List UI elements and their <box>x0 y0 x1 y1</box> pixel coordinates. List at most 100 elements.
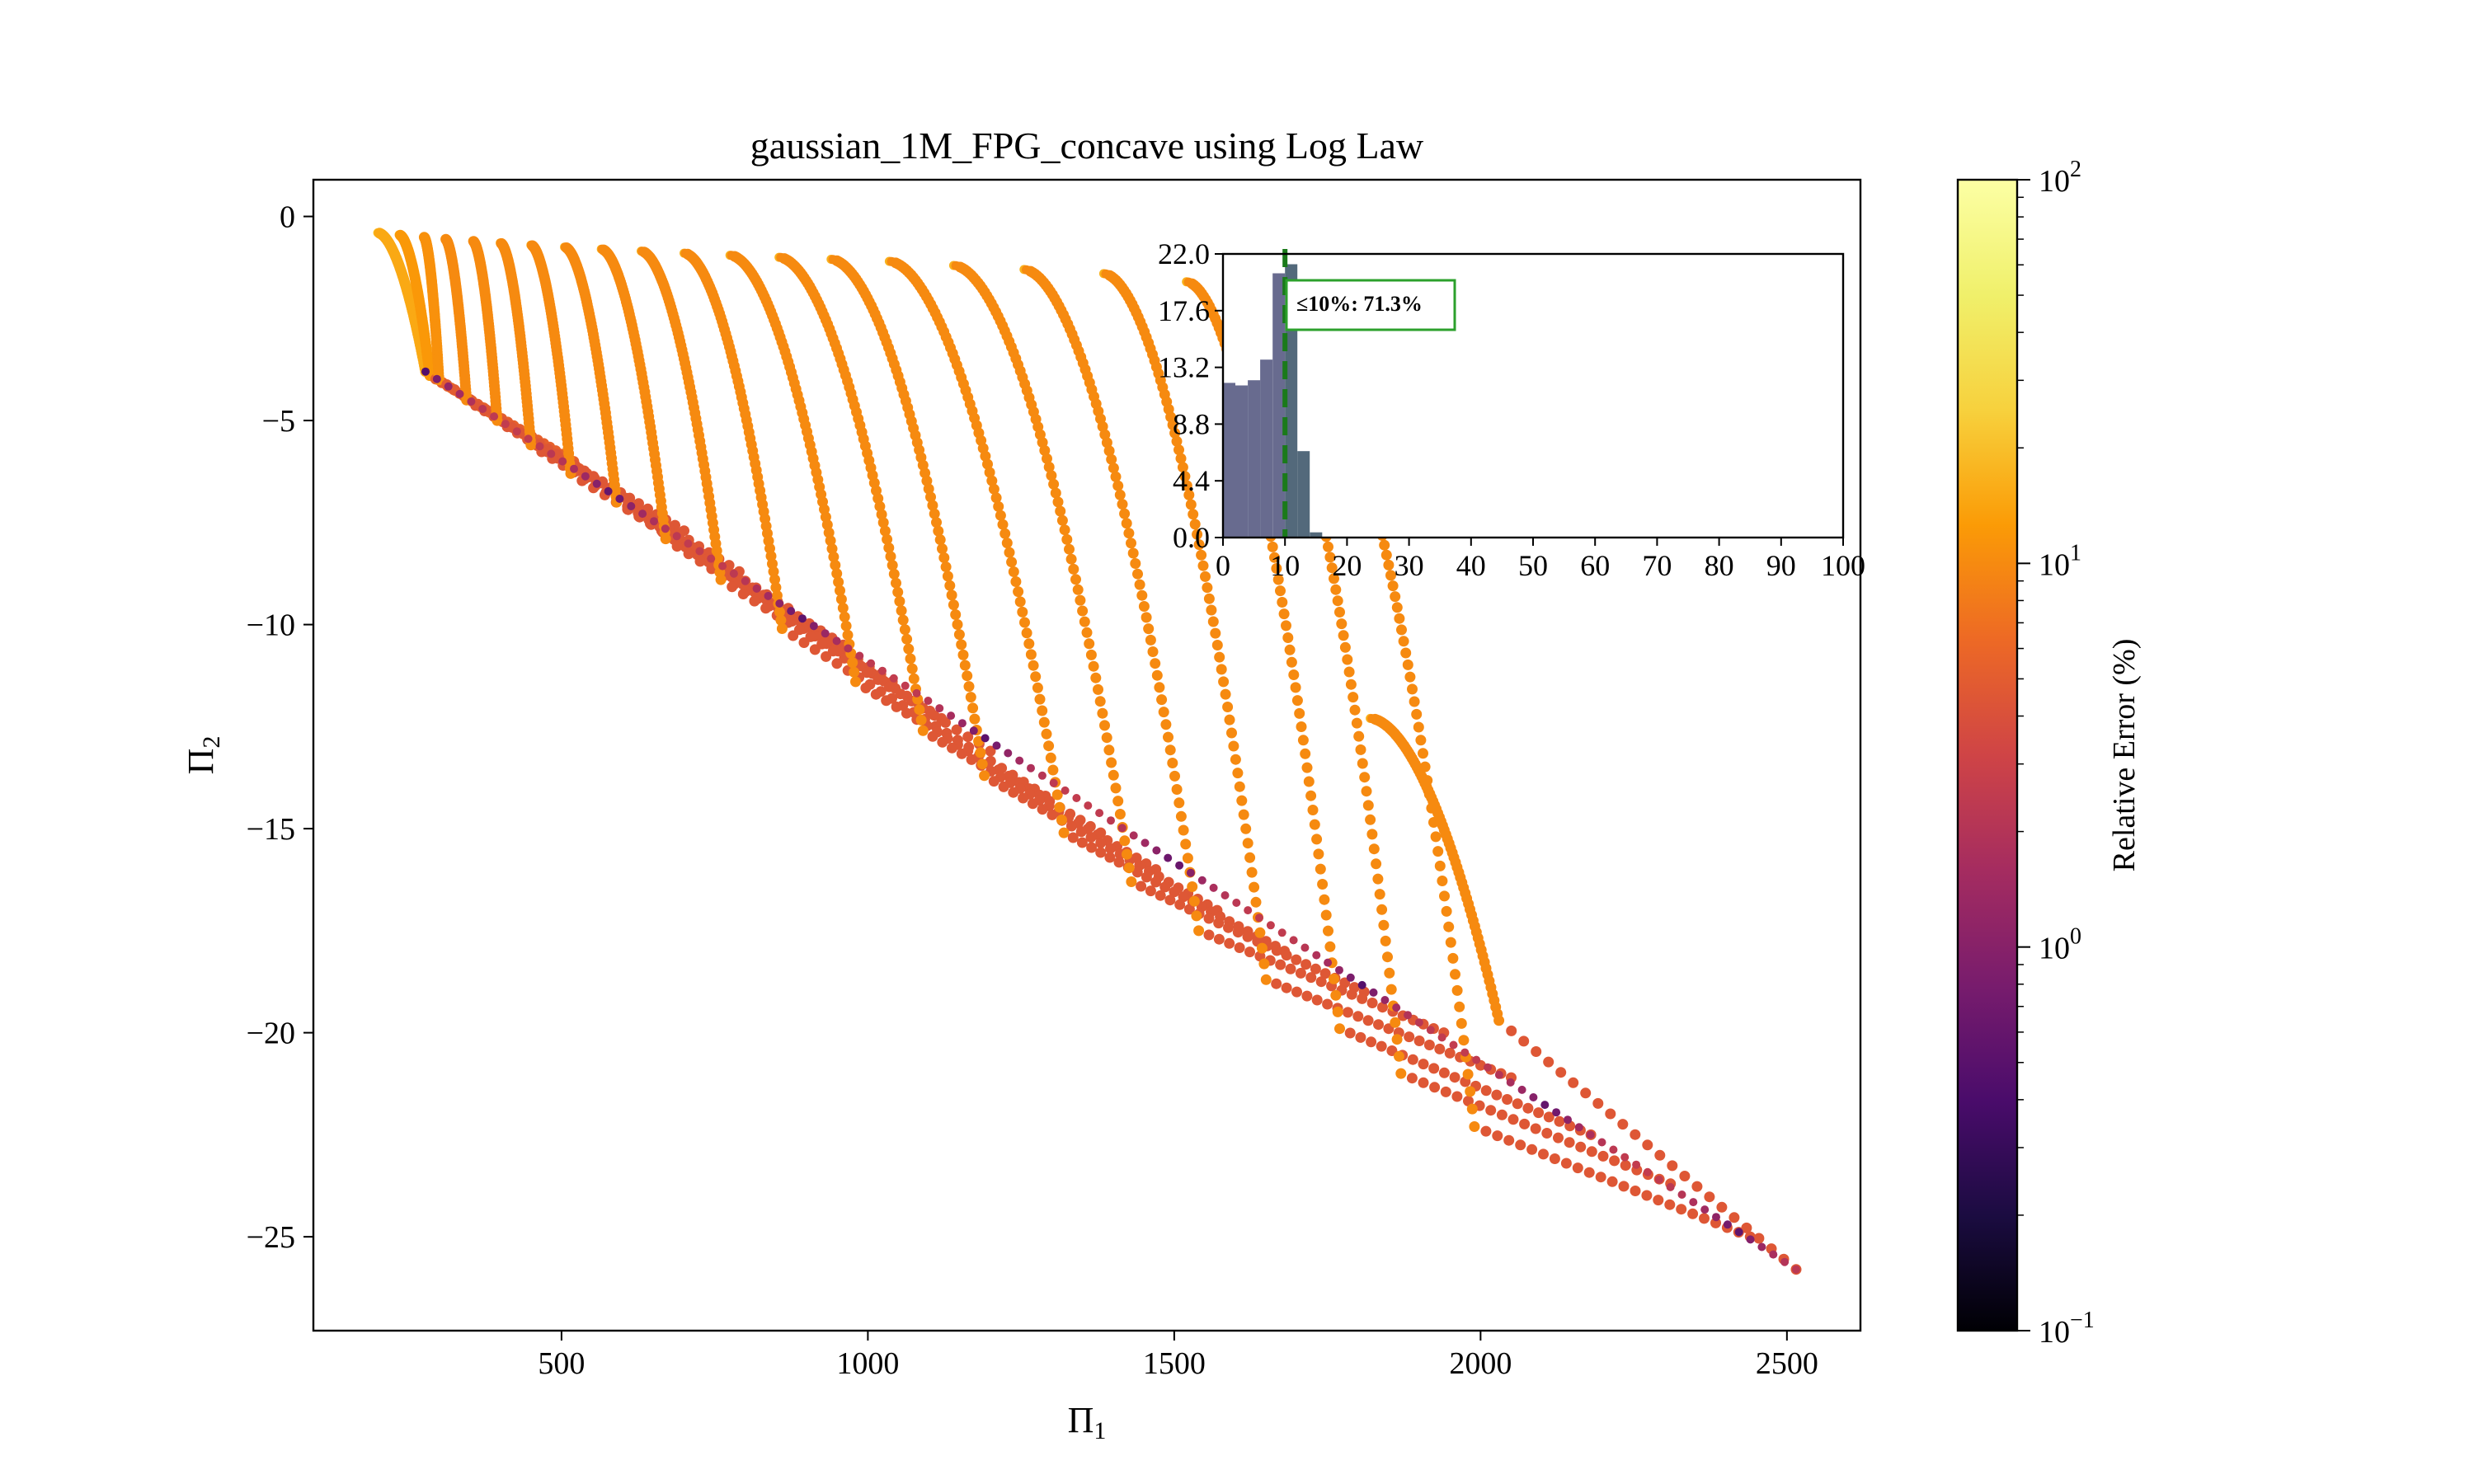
data-point <box>1597 1138 1606 1147</box>
data-point <box>1654 1149 1666 1161</box>
histogram-bar <box>1235 385 1248 538</box>
inset-y-tick-label: 17.6 <box>1158 294 1210 327</box>
data-point <box>1242 838 1253 849</box>
data-point <box>831 658 843 669</box>
data-point <box>1780 1257 1790 1266</box>
data-point <box>1472 1055 1481 1064</box>
data-point <box>877 517 889 528</box>
data-point <box>1052 496 1064 508</box>
data-point <box>760 603 772 614</box>
data-point <box>1004 749 1013 758</box>
data-point <box>837 603 849 613</box>
data-point <box>558 457 567 466</box>
data-point <box>1434 860 1446 871</box>
data-point <box>1255 913 1263 923</box>
data-point <box>1067 832 1079 843</box>
data-point <box>1296 721 1307 732</box>
data-point <box>694 556 706 567</box>
y-tick-label: −25 <box>247 1220 295 1255</box>
data-point <box>1256 942 1268 954</box>
data-point <box>925 491 936 503</box>
data-point <box>1305 972 1317 984</box>
data-point <box>1741 1222 1752 1233</box>
data-point <box>1454 1001 1465 1012</box>
inset-x-tick-label: 40 <box>1456 549 1486 582</box>
data-point <box>1329 973 1339 984</box>
data-point <box>444 382 453 391</box>
data-point <box>1290 682 1301 693</box>
data-point <box>1206 604 1217 616</box>
inset-y-tick-label: 0.0 <box>1173 521 1210 554</box>
data-point <box>1300 959 1312 970</box>
data-point <box>957 719 967 728</box>
data-point <box>1361 786 1372 797</box>
data-point <box>1183 489 1195 500</box>
data-point <box>1515 1139 1526 1151</box>
data-point <box>1278 608 1290 620</box>
data-point <box>809 622 818 631</box>
data-point <box>421 367 430 376</box>
histogram-bar <box>1297 451 1310 538</box>
data-point <box>976 758 988 770</box>
data-point <box>1704 1191 1715 1203</box>
data-point <box>715 574 727 585</box>
data-point <box>1309 819 1320 830</box>
data-point <box>1630 1129 1641 1140</box>
data-point <box>1572 1162 1583 1174</box>
data-point <box>894 595 905 607</box>
data-point <box>905 653 916 665</box>
data-point <box>992 741 1001 750</box>
data-point <box>1597 1150 1609 1162</box>
data-point <box>1323 541 1333 552</box>
curve-6 <box>496 237 794 614</box>
chart-title: gaussian_1M_FPG_concave using Log Law <box>750 124 1424 167</box>
data-point <box>1319 894 1330 905</box>
data-point <box>1334 607 1345 618</box>
data-point <box>1196 549 1207 561</box>
data-point <box>650 517 658 526</box>
data-point <box>1391 1034 1403 1045</box>
data-point <box>981 734 990 743</box>
data-point <box>840 620 852 632</box>
data-point <box>1366 998 1378 1008</box>
data-point <box>1343 666 1355 678</box>
data-point <box>1010 576 1022 587</box>
data-point <box>581 472 590 481</box>
data-point <box>1605 1108 1616 1120</box>
data-point <box>1189 519 1201 530</box>
data-point <box>962 670 973 682</box>
data-point <box>995 510 1006 521</box>
data-point <box>1266 921 1275 930</box>
data-point <box>1169 427 1181 439</box>
data-point <box>660 533 671 545</box>
data-point <box>901 707 912 719</box>
data-point <box>1641 1190 1653 1201</box>
data-point <box>1409 696 1420 707</box>
data-point <box>1560 1158 1572 1169</box>
inset-y-axis: 0.0 4.4 8.8 13.2 17.6 22.0 <box>1158 237 1223 554</box>
data-point <box>1079 616 1090 627</box>
data-point <box>1041 728 1052 740</box>
data-point <box>997 519 1009 530</box>
data-point <box>1228 740 1239 752</box>
data-point <box>901 681 910 690</box>
data-point <box>1286 656 1297 668</box>
data-point <box>1230 754 1241 765</box>
data-point <box>1187 881 1198 892</box>
data-point <box>953 629 965 641</box>
plot-frame <box>312 178 1862 1332</box>
data-point <box>798 637 810 648</box>
data-point <box>1105 843 1116 854</box>
data-point <box>1282 632 1294 643</box>
data-point <box>627 502 636 510</box>
data-point <box>774 606 785 618</box>
data-point <box>1630 1186 1641 1196</box>
data-point <box>1152 846 1161 855</box>
data-point <box>1203 593 1215 604</box>
data-point <box>1234 942 1245 953</box>
data-point <box>1369 988 1378 997</box>
data-point <box>1353 730 1365 742</box>
data-point <box>770 582 782 594</box>
data-point <box>1216 664 1227 675</box>
